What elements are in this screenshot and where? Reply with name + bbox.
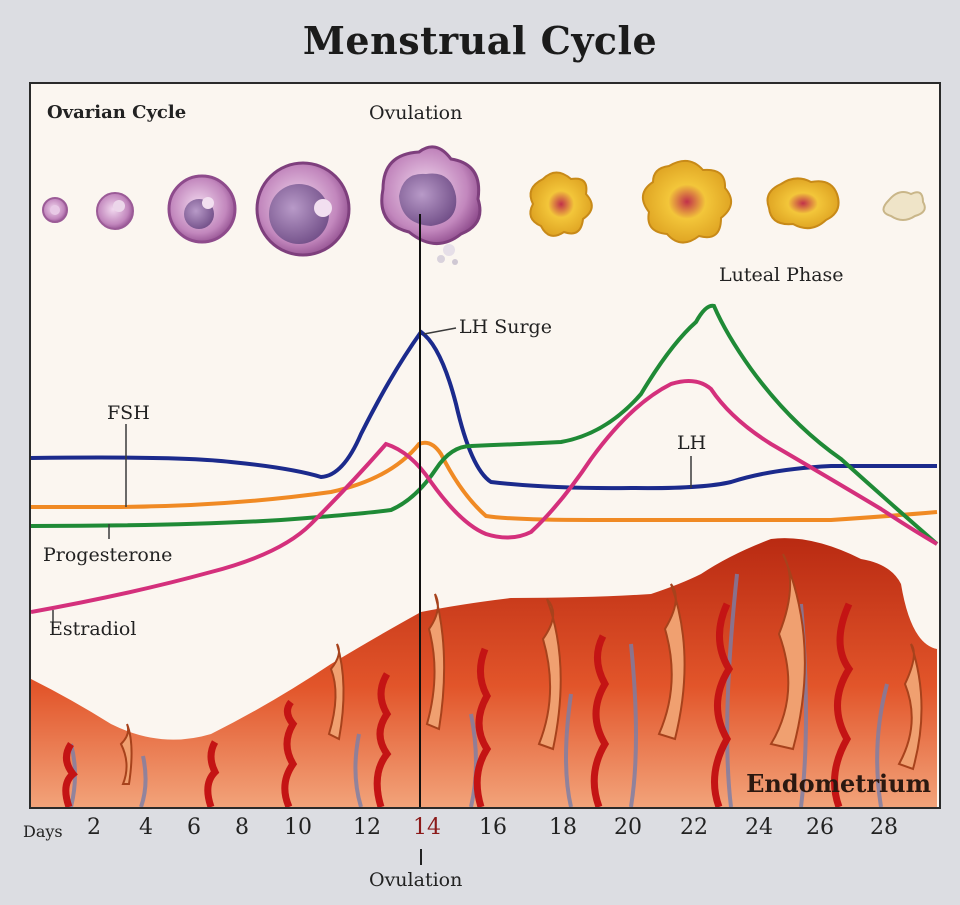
day-tick: 26 [806,815,834,840]
lh-surge-leader [423,327,457,335]
day-tick: 28 [870,815,898,840]
fsh-label: FSH [107,402,150,424]
diagram-title: Menstrual Cycle [302,18,658,63]
diagram-canvas: Endometrium [31,145,939,807]
ovulation-tick-mark [420,849,422,865]
ovarian-cycle-label: Ovarian Cycle [47,102,187,123]
ovulation-bottom-label: Ovulation [369,869,463,891]
follicle-stage-2 [96,192,134,230]
progesterone-curve [31,303,939,546]
corpus-luteum-1 [529,171,593,237]
day-tick: 18 [549,815,577,840]
estradiol-curve [31,378,938,614]
follicle-stage-4 [255,161,351,257]
estradiol-label: Estradiol [49,618,137,640]
day-axis: Days 2 4 6 8 10 12 14 16 18 20 22 24 26 … [23,815,939,905]
endometrium-layer [31,538,937,807]
day-tick-ovulation: 14 [413,815,441,840]
lh-label: LH [677,432,707,454]
day-tick: 10 [284,815,312,840]
day-tick: 20 [614,815,642,840]
diagram-panel: Endometrium Ovarian Cycle Ovulation Lute… [29,82,941,809]
day-tick: 2 [87,815,101,840]
follicle-stage-1 [42,197,68,223]
day-tick: 12 [353,815,381,840]
corpus-albicans [882,191,926,221]
day-tick: 8 [235,815,249,840]
fsh-curve [31,440,938,522]
progesterone-label: Progesterone [43,544,173,566]
follicle-stage-3 [167,174,237,244]
corpus-luteum-3 [766,177,840,230]
luteal-phase-label: Luteal Phase [719,264,844,286]
days-axis-label: Days [23,822,63,841]
lh-surge-label: LH Surge [459,316,552,338]
day-tick: 22 [680,815,708,840]
follicle-stage-ovulating [380,145,482,265]
day-tick: 24 [745,815,773,840]
day-tick: 6 [187,815,201,840]
endometrium-label: Endometrium [746,769,931,798]
lh-curve [31,329,937,491]
ovulation-top-label: Ovulation [369,102,463,124]
corpus-luteum-2 [642,159,732,244]
day-tick: 4 [139,815,153,840]
day-tick: 16 [479,815,507,840]
